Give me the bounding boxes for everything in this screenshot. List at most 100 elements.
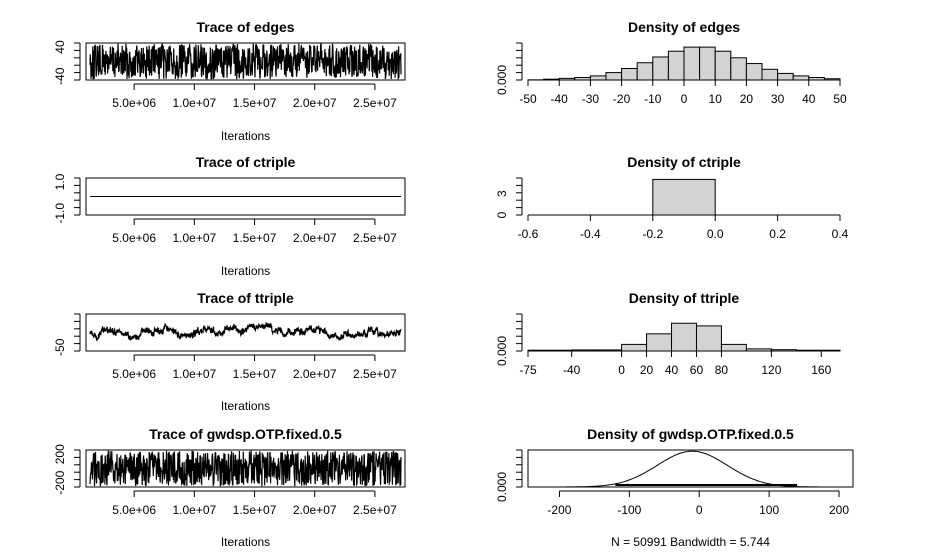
x-tick-label: -50 bbox=[519, 92, 537, 106]
panel-title: Density of ttriple bbox=[629, 290, 740, 306]
histogram-bar bbox=[730, 57, 747, 81]
x-tick-label: 40 bbox=[802, 92, 816, 106]
panel-title: Trace of ttriple bbox=[197, 290, 294, 306]
x-tick-label: -40 bbox=[563, 363, 581, 377]
histogram-bar bbox=[589, 75, 607, 81]
density-curve bbox=[531, 450, 849, 488]
x-tick-label: 2.5e+07 bbox=[353, 367, 397, 381]
histogram-bar bbox=[714, 50, 732, 81]
panel-title: Density of ctriple bbox=[627, 154, 741, 170]
x-axis-label: Iterations bbox=[221, 399, 270, 413]
histogram-bar bbox=[527, 349, 573, 352]
x-tick-label: -0.6 bbox=[518, 227, 539, 241]
panel-5: Density of ttriple -75 -40 0 20 40 60 80 120 160 0… bbox=[495, 290, 841, 377]
x-tick-label: -30 bbox=[582, 92, 600, 106]
histogram-bar bbox=[667, 50, 685, 81]
x-tick-label: 2.5e+07 bbox=[353, 96, 397, 110]
histogram-bar bbox=[558, 77, 576, 81]
histogram-bar bbox=[683, 46, 701, 81]
plot-frame bbox=[85, 42, 406, 81]
x-tick-label: 2.5e+07 bbox=[353, 503, 397, 517]
panel-title: Trace of ctriple bbox=[196, 154, 296, 170]
x-tick-label: 5.0e+06 bbox=[112, 231, 156, 245]
x-axis-label: Iterations bbox=[221, 129, 270, 143]
histogram-bar bbox=[777, 72, 794, 81]
histogram-bar bbox=[574, 77, 591, 81]
x-tick-label: 1.0e+07 bbox=[172, 503, 216, 517]
x-tick-label: 2.0e+07 bbox=[293, 367, 337, 381]
x-tick-label: 80 bbox=[715, 363, 729, 377]
x-axis-label: Iterations bbox=[221, 264, 270, 278]
x-tick-label: 0.4 bbox=[832, 227, 849, 241]
y-tick-label: -200 bbox=[53, 470, 67, 494]
panel-3: Density of ctriple -0.6 -0.4 -0.2 0.0 0.2 0.4 3… bbox=[495, 154, 849, 241]
panel-1: Density of edges -50 -40 -30 -20 -10 0 10 20 30 40… bbox=[495, 19, 847, 106]
histogram-bar bbox=[745, 63, 763, 81]
x-tick-label: 20 bbox=[640, 363, 654, 377]
x-tick-label: 0 bbox=[696, 503, 703, 517]
x-tick-label: 2.0e+07 bbox=[293, 503, 337, 517]
panel-4: Trace of ttriple 5.0e+06 1.0e+07 1.5e+07 2.0… bbox=[53, 290, 406, 413]
y-tick-label: 3 bbox=[495, 190, 509, 197]
histogram-bar bbox=[795, 349, 841, 352]
histogram-bar bbox=[695, 325, 722, 352]
histogram-bar bbox=[571, 349, 598, 352]
x-tick-label: 40 bbox=[665, 363, 679, 377]
panel-title: Density of edges bbox=[628, 19, 740, 35]
x-tick-label: 1.5e+07 bbox=[233, 503, 277, 517]
y-tick-label: -1.0 bbox=[53, 203, 67, 224]
y-tick-label: 0.000 bbox=[495, 336, 509, 366]
histogram-bar bbox=[808, 77, 825, 81]
plot-frame bbox=[85, 313, 406, 352]
histogram-bar bbox=[621, 343, 648, 352]
histogram-bar bbox=[792, 75, 810, 81]
x-tick-label: 2.5e+07 bbox=[353, 231, 397, 245]
y-tick-label: 200 bbox=[53, 444, 67, 464]
x-tick-label: -40 bbox=[551, 92, 569, 106]
x-tick-label: 1.5e+07 bbox=[233, 231, 277, 245]
x-tick-label: -0.4 bbox=[580, 227, 601, 241]
histogram-bar bbox=[720, 343, 747, 352]
histogram-bar bbox=[745, 348, 772, 352]
plot-frame bbox=[85, 177, 406, 216]
x-tick-label: 1.0e+07 bbox=[172, 367, 216, 381]
x-tick-label: 100 bbox=[759, 503, 779, 517]
x-tick-label: -200 bbox=[547, 503, 571, 517]
x-axis-label: N = 50991 Bandwidth = 5.744 bbox=[611, 535, 770, 549]
x-tick-label: 120 bbox=[761, 363, 781, 377]
histogram-bar bbox=[596, 349, 623, 352]
x-tick-label: 1.5e+07 bbox=[233, 367, 277, 381]
x-tick-label: 5.0e+06 bbox=[112, 96, 156, 110]
x-tick-label: 0 bbox=[681, 92, 688, 106]
histogram-bar bbox=[646, 333, 673, 352]
x-tick-label: 2.0e+07 bbox=[293, 96, 337, 110]
x-tick-label: -10 bbox=[644, 92, 662, 106]
histogram-bar bbox=[761, 68, 779, 81]
panel-title: Trace of gwdsp.OTP.fixed.0.5 bbox=[149, 426, 342, 442]
panel-6: Trace of gwdsp.OTP.fixed.0.5 5.0e+06 1.0e+… bbox=[53, 426, 406, 549]
x-tick-label: 1.0e+07 bbox=[172, 231, 216, 245]
x-axis-label: Iterations bbox=[221, 535, 270, 549]
x-tick-label: 10 bbox=[709, 92, 723, 106]
x-tick-label: 5.0e+06 bbox=[112, 367, 156, 381]
x-tick-label: 5.0e+06 bbox=[112, 503, 156, 517]
histogram-bar bbox=[699, 46, 716, 81]
x-tick-label: -75 bbox=[519, 363, 537, 377]
x-tick-label: 1.0e+07 bbox=[172, 96, 216, 110]
y-tick-label: 0 bbox=[495, 211, 509, 218]
histogram-bar bbox=[770, 349, 797, 352]
x-tick-label: 0.0 bbox=[707, 227, 724, 241]
y-tick-label: 0.000 bbox=[495, 472, 509, 502]
x-tick-label: -0.2 bbox=[642, 227, 663, 241]
panel-7: Density of gwdsp.OTP.fixed.0.5 -200 -100 0 1… bbox=[495, 426, 854, 549]
x-tick-label: 50 bbox=[833, 92, 847, 106]
y-tick-label: 40 bbox=[53, 40, 67, 54]
x-tick-label: 2.0e+07 bbox=[293, 231, 337, 245]
x-tick-label: -20 bbox=[613, 92, 631, 106]
y-tick-label: 1.0 bbox=[53, 173, 67, 190]
plot-frame bbox=[527, 449, 854, 488]
histogram-bar bbox=[823, 78, 841, 81]
y-tick-label: -40 bbox=[53, 67, 67, 85]
panel-title: Trace of edges bbox=[196, 19, 294, 35]
